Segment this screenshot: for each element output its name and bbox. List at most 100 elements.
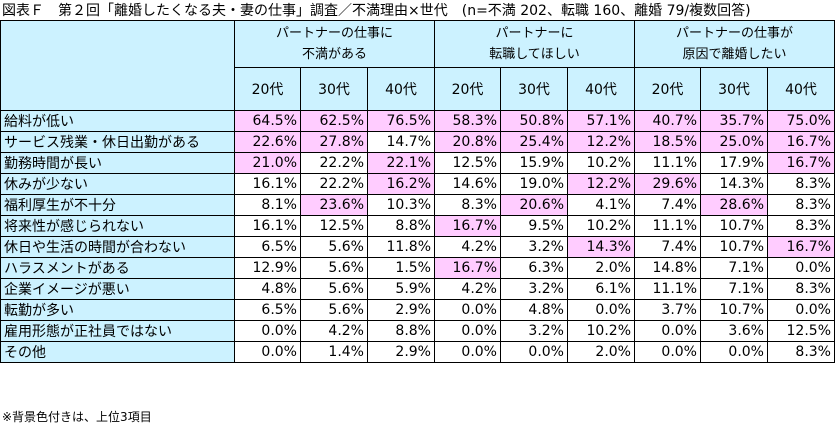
value-cell-top3: 16.7%	[767, 131, 835, 153]
group-header-row: パートナーの仕事に 不満がある パートナーに 転職してほしい パートナーの仕事が…	[0, 20, 835, 111]
value-cell: 3.2%	[500, 236, 568, 258]
value-cell: 17.9%	[700, 152, 768, 174]
table-row: その他 0.0% 1.4% 2.9% 0.0% 0.0% 2.0% 0.0% 0.0% 8.3%	[0, 341, 835, 363]
group-header-line2: 転職してほしい	[489, 47, 580, 62]
value-cell-top3: 25.0%	[700, 131, 768, 153]
table-body: 給料が低い 64.5% 62.5% 76.5% 58.3% 50.8% 57.1% 40.7%…	[0, 110, 835, 363]
row-label: 休みが少ない	[0, 173, 235, 195]
data-table-container: パートナーの仕事に 不満がある パートナーに 転職してほしい パートナーの仕事が…	[0, 20, 835, 363]
value-cell: 14.7%	[367, 131, 435, 153]
age-header-row: 20代 30代 40代 20代 30代 40代 20代 30代 40代	[1, 67, 835, 111]
value-cell-top3: 35.7%	[700, 110, 768, 132]
value-cell: 6.5%	[234, 236, 301, 258]
table-row: ハラスメントがある 12.9% 5.6% 1.5% 16.7% 6.3% 2.0% 14.8%…	[0, 257, 835, 279]
age-header-cell: 40代	[767, 67, 835, 111]
value-cell: 5.6%	[300, 236, 368, 258]
value-cell: 0.0%	[700, 341, 768, 363]
value-cell: 5.6%	[300, 257, 368, 279]
group-header-line2: 不満がある	[301, 47, 367, 62]
value-cell: 10.7%	[700, 215, 768, 237]
value-cell: 4.2%	[434, 236, 501, 258]
value-cell: 8.3%	[767, 194, 835, 216]
value-cell: 0.0%	[434, 299, 501, 321]
value-cell: 8.3%	[767, 173, 835, 195]
table-row: サービス残業・休日出勤がある 22.6% 27.8% 14.7% 20.8% 25.4% 1…	[0, 131, 835, 153]
value-cell: 12.5%	[300, 215, 368, 237]
row-label: 給料が低い	[0, 110, 235, 132]
table-row: 企業イメージが悪い 4.8% 5.6% 5.9% 4.2% 3.2% 6.1% 11.1% 7.…	[0, 278, 835, 300]
value-cell: 8.3%	[767, 341, 835, 363]
value-cell-top3: 16.7%	[434, 257, 501, 279]
value-cell: 4.1%	[567, 194, 635, 216]
page-title: 図表Ｆ 第２回「離婚したくなる夫・妻の仕事」調査／不満理由×世代 (n=不満 2…	[2, 3, 751, 19]
value-cell: 22.2%	[300, 173, 368, 195]
value-cell: 2.0%	[567, 257, 635, 279]
value-cell: 5.6%	[300, 278, 368, 300]
value-cell: 12.5%	[767, 320, 835, 342]
value-cell-top3: 12.2%	[567, 173, 635, 195]
value-cell: 2.9%	[367, 341, 435, 363]
value-cell: 4.2%	[300, 320, 368, 342]
header-corner-cell	[0, 20, 235, 111]
group-header-line2: 原因で離婚したい	[682, 47, 787, 62]
row-label: その他	[0, 341, 235, 363]
value-cell: 1.4%	[300, 341, 368, 363]
value-cell: 0.0%	[234, 341, 301, 363]
row-label: 転勤が多い	[0, 299, 235, 321]
value-cell: 14.8%	[634, 257, 701, 279]
table-row: 給料が低い 64.5% 62.5% 76.5% 58.3% 50.8% 57.1% 40.7%…	[0, 110, 835, 132]
value-cell: 0.0%	[434, 341, 501, 363]
value-cell: 6.3%	[500, 257, 568, 279]
value-cell: 10.2%	[567, 215, 635, 237]
age-header-cell: 30代	[500, 67, 568, 111]
table-row: 将来性が感じられない 16.1% 12.5% 8.8% 16.7% 9.5% 10.2% 11…	[0, 215, 835, 237]
age-header-cell: 20代	[434, 67, 501, 111]
value-cell: 8.3%	[767, 215, 835, 237]
value-cell-top3: 75.0%	[767, 110, 835, 132]
group-header-line1: パートナーの仕事に	[275, 26, 393, 41]
value-cell: 14.3%	[700, 173, 768, 195]
value-cell: 0.0%	[567, 299, 635, 321]
value-cell: 11.1%	[634, 278, 701, 300]
value-cell: 9.5%	[500, 215, 568, 237]
value-cell-top3: 62.5%	[300, 110, 368, 132]
value-cell: 7.4%	[634, 194, 701, 216]
value-cell-top3: 58.3%	[434, 110, 501, 132]
data-table: パートナーの仕事に 不満がある パートナーに 転職してほしい パートナーの仕事が…	[0, 20, 835, 363]
value-cell: 0.0%	[500, 341, 568, 363]
row-label: 企業イメージが悪い	[0, 278, 235, 300]
value-cell: 11.8%	[367, 236, 435, 258]
row-label: 勤務時間が長い	[0, 152, 235, 174]
value-cell-top3: 22.6%	[234, 131, 301, 153]
group-header-divorce: パートナーの仕事が 原因で離婚したい	[634, 20, 835, 68]
value-cell: 16.1%	[234, 173, 301, 195]
value-cell: 8.3%	[767, 278, 835, 300]
value-cell: 6.1%	[567, 278, 635, 300]
value-cell: 8.1%	[234, 194, 301, 216]
value-cell: 1.5%	[367, 257, 435, 279]
table-row: 福利厚生が不十分 8.1% 23.6% 10.3% 8.3% 20.6% 4.1% 7.4% 2…	[0, 194, 835, 216]
value-cell: 10.3%	[367, 194, 435, 216]
table-row: 勤務時間が長い 21.0% 22.2% 22.1% 12.5% 15.9% 10.2% 11.…	[0, 152, 835, 174]
value-cell-top3: 27.8%	[300, 131, 368, 153]
value-cell: 7.1%	[700, 278, 768, 300]
age-header-cell: 40代	[567, 67, 635, 111]
value-cell: 12.5%	[434, 152, 501, 174]
value-cell-top3: 21.0%	[234, 152, 301, 174]
value-cell: 3.7%	[634, 299, 701, 321]
value-cell-top3: 22.1%	[367, 152, 435, 174]
group-header-line1: パートナーの仕事が	[675, 26, 793, 41]
value-cell-top3: 64.5%	[234, 110, 301, 132]
age-header-cell: 20代	[634, 67, 701, 111]
age-header-cell: 20代	[234, 67, 301, 111]
value-cell: 8.8%	[367, 215, 435, 237]
value-cell-top3: 16.7%	[767, 152, 835, 174]
table-row: 休日や生活の時間が合わない 6.5% 5.6% 11.8% 4.2% 3.2% 14.3% 7…	[0, 236, 835, 258]
value-cell: 0.0%	[634, 341, 701, 363]
group-header-dissatisfied: パートナーの仕事に 不満がある	[234, 20, 435, 68]
value-cell-top3: 25.4%	[500, 131, 568, 153]
group-header-line1: パートナーに	[495, 26, 574, 41]
footnote: ※背景色付きは、上位3項目	[2, 410, 152, 424]
value-cell-top3: 50.8%	[500, 110, 568, 132]
value-cell: 0.0%	[234, 320, 301, 342]
